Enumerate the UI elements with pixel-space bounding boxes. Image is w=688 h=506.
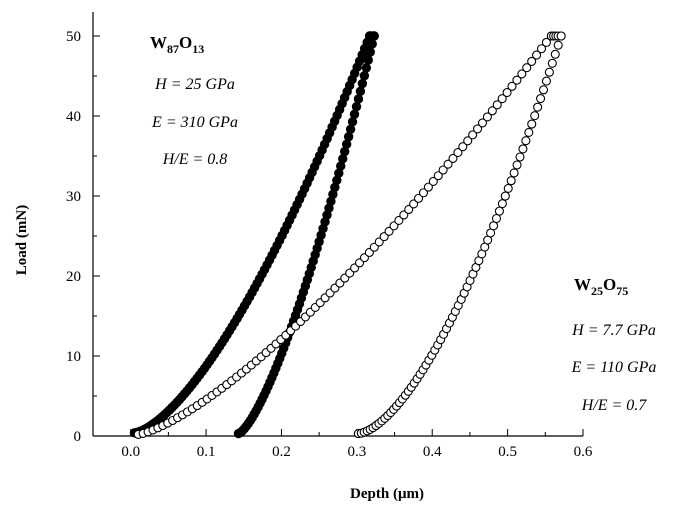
data-point-filled	[351, 101, 362, 112]
data-point-filled	[355, 86, 366, 97]
data-point-filled	[357, 78, 368, 89]
data-point-open	[473, 124, 483, 134]
data-point-open	[532, 50, 542, 60]
y-tick-label: 10	[66, 349, 81, 365]
data-point-open	[512, 160, 522, 170]
data-point-open	[509, 168, 519, 178]
axes: 0.0 0.1 0.2 0.3 0.4 0.5 0.6 0 10 20 30 40 50	[66, 12, 593, 460]
data-point-open	[428, 176, 438, 186]
annotation-w87o13: W87O13 H = 25 GPa E = 310 GPa H/E = 0.8	[150, 33, 238, 168]
data-point-open	[491, 213, 502, 224]
data-point-open	[556, 31, 566, 41]
data-point-filled	[353, 94, 364, 104]
formula-w25o75: W25O75	[574, 275, 628, 298]
data-point-open	[413, 193, 424, 203]
data-point-open	[503, 183, 513, 194]
data-point-open	[497, 94, 507, 104]
data-point-open	[404, 204, 414, 215]
modulus-label-2: E = 110 GPa	[571, 359, 657, 376]
data-point-open	[522, 63, 532, 73]
annotation-w25o75: W25O75 H = 7.7 GPa E = 110 GPa H/E = 0.7	[571, 275, 657, 414]
data-point-open	[409, 199, 419, 209]
data-point-open	[438, 165, 448, 175]
data-point-filled	[349, 109, 360, 119]
data-point-open	[518, 144, 528, 154]
data-point-open	[399, 210, 409, 220]
y-axis-title: Load (mN)	[14, 205, 30, 275]
data-point-open	[500, 191, 510, 201]
data-point-open	[423, 182, 433, 192]
ratio-label-1: H/E = 0.8	[162, 151, 228, 168]
x-tick-label: 0.4	[423, 444, 442, 460]
formula-w87o13: W87O13	[150, 33, 204, 56]
data-point-open	[448, 153, 458, 163]
data-point-filled	[367, 39, 377, 49]
x-tick-label: 0.2	[272, 444, 291, 460]
y-tick-label: 20	[66, 269, 81, 285]
x-tick-label: 0.6	[574, 444, 593, 460]
data-point-open	[492, 100, 502, 110]
data-point-open	[541, 37, 551, 47]
y-tick-label: 0	[74, 429, 82, 445]
data-point-open	[482, 112, 492, 122]
data-point-open	[538, 85, 549, 95]
data-point-open	[433, 171, 443, 181]
data-point-open	[524, 127, 534, 138]
data-point-open	[453, 148, 463, 158]
data-point-open	[515, 152, 525, 162]
data-point-open	[512, 75, 522, 85]
y-tick-label: 40	[66, 109, 81, 125]
y-tick-label: 30	[66, 189, 81, 205]
x-tick-label: 0.3	[347, 444, 366, 460]
data-point-open	[477, 118, 488, 128]
x-tick-label: 0.5	[498, 444, 517, 460]
data-point-open	[550, 49, 560, 59]
data-points	[129, 31, 566, 439]
data-point-open	[527, 119, 537, 129]
data-point-filled	[359, 71, 370, 81]
data-point-filled	[369, 31, 379, 41]
data-point-open	[533, 102, 543, 112]
data-point-open	[536, 44, 547, 54]
data-point-open	[502, 87, 512, 98]
data-point-open	[443, 159, 453, 169]
data-point-open	[487, 106, 497, 116]
data-point-open	[507, 81, 517, 91]
data-point-open	[530, 111, 540, 121]
data-point-open	[468, 130, 478, 140]
data-point-open	[494, 206, 504, 216]
data-point-open	[517, 69, 527, 79]
x-axis-title: Depth (μm)	[350, 486, 424, 502]
data-point-open	[527, 56, 537, 66]
hardness-label-2: H = 7.7 GPa	[571, 322, 656, 339]
data-point-filled	[363, 55, 373, 65]
data-point-open	[547, 58, 557, 68]
y-tick-label: 50	[66, 29, 81, 45]
data-point-open	[541, 76, 551, 86]
data-point-open	[544, 67, 554, 77]
x-tick-label: 0.0	[121, 444, 140, 460]
x-tick-label: 0.1	[197, 444, 216, 460]
data-point-open	[458, 142, 468, 152]
data-point-open	[536, 94, 546, 104]
data-point-filled	[365, 47, 375, 57]
data-point-open	[418, 188, 429, 198]
data-point-open	[497, 199, 507, 209]
data-point-open	[506, 176, 516, 186]
data-point-filled	[361, 63, 372, 73]
data-point-open	[521, 136, 531, 146]
data-point-open	[463, 136, 473, 146]
hardness-label-1: H = 25 GPa	[154, 76, 235, 93]
modulus-label-1: E = 310 GPa	[151, 114, 238, 131]
ratio-label-2: H/E = 0.7	[581, 397, 648, 414]
data-point-open	[553, 40, 563, 50]
